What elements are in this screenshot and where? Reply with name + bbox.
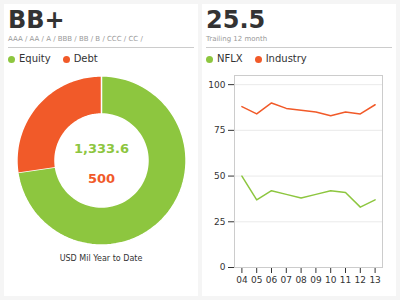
html-text:USD Mil Year to Date: USD Mil Year to Date [59, 254, 143, 263]
svg-text:11: 11 [340, 275, 351, 285]
svg-text:75: 75 [214, 125, 225, 135]
html-text:BB+: BB+ [8, 6, 65, 34]
svg-text:10: 10 [325, 275, 337, 285]
svg-text:25: 25 [214, 217, 225, 227]
html-text:Equity: Equity [19, 53, 51, 64]
svg-text:04: 04 [236, 275, 248, 285]
html-text:25.5: 25.5 [206, 6, 266, 34]
html-text:NFLX: NFLX [217, 53, 243, 64]
svg-text:06: 06 [266, 275, 278, 285]
html-text:AAA / AA / A / BBB / BB / B /: AAA / AA / A / BBB / BB / B / CCC / CC / [8, 35, 143, 43]
svg-text:09: 09 [310, 275, 322, 285]
svg-text:500: 500 [88, 171, 115, 186]
svg-text:07: 07 [281, 275, 292, 285]
svg-text:12: 12 [355, 275, 366, 285]
html-text:Trailing 12 month: Trailing 12 month [206, 35, 268, 43]
html-text:Industry: Industry [265, 53, 307, 64]
svg-text:05: 05 [251, 275, 262, 285]
svg-text:50: 50 [214, 171, 226, 181]
svg-text:1,333.6: 1,333.6 [74, 141, 129, 156]
svg-text:13: 13 [369, 275, 380, 285]
svg-text:100: 100 [208, 80, 225, 90]
html-text:Debt: Debt [73, 53, 98, 64]
svg-text:0: 0 [220, 262, 226, 272]
svg-text:08: 08 [295, 275, 307, 285]
